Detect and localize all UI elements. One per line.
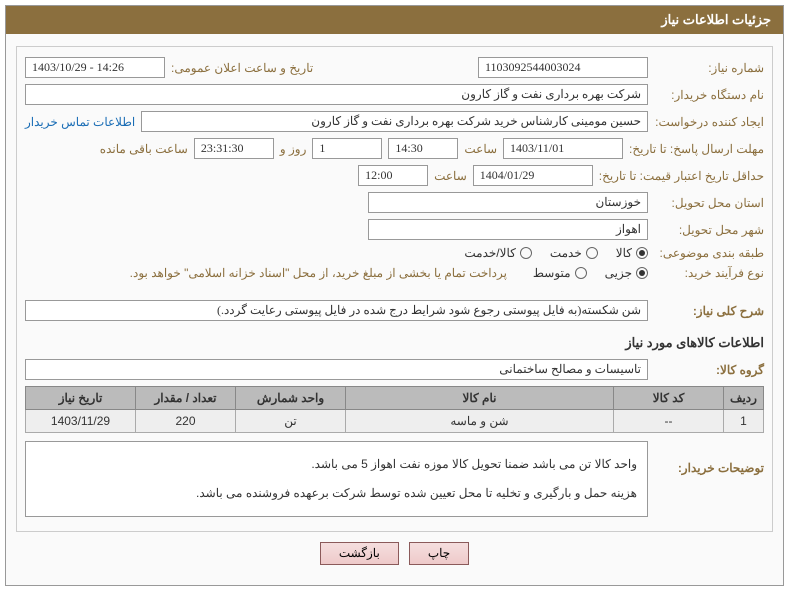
buyer-org-field: شرکت بهره برداری نفت و گاز کارون [25,84,648,105]
hour-label-1: ساعت [464,142,497,156]
radio-medium-label: متوسط [533,266,571,280]
category-label: طبقه بندی موضوعی: [654,246,764,260]
td-unit: تن [236,410,346,433]
buyer-desc-line1: واحد کالا تن می باشد ضمنا تحویل کالا موز… [36,450,637,479]
process-label: نوع فرآیند خرید: [654,266,764,280]
td-name: شن و ماسه [346,410,614,433]
goods-section-title: اطلاعات کالاهای مورد نیاز [25,335,764,351]
summary-field: شن شکسته(به فایل پیوستی رجوع شود شرایط د… [25,300,648,321]
radio-service-label: خدمت [550,246,582,260]
requester-field: حسین مومینی کارشناس خرید شرکت بهره بردار… [141,111,648,132]
validity-date-field: 1404/01/29 [473,165,593,186]
th-code: کد کالا [614,387,724,410]
buyer-org-label: نام دستگاه خریدار: [654,88,764,102]
radio-goods-label: کالا [616,246,632,260]
countdown-field: 23:31:30 [194,138,274,159]
buyer-desc-line2: هزینه حمل و بارگیری و تخلیه تا محل تعیین… [36,479,637,508]
category-radio-group: کالا خدمت کالا/خدمت [464,246,648,260]
td-row: 1 [724,410,764,433]
radio-both-label: کالا/خدمت [464,246,515,260]
th-unit: واحد شمارش [236,387,346,410]
th-date: تاریخ نیاز [26,387,136,410]
radio-goods[interactable] [636,247,648,259]
city-label: شهر محل تحویل: [654,223,764,237]
group-label: گروه کالا: [654,363,764,377]
radio-both[interactable] [520,247,532,259]
panel-header: جزئیات اطلاعات نیاز [6,6,783,34]
days-count-field: 1 [312,138,382,159]
th-qty: تعداد / مقدار [136,387,236,410]
days-and-label: روز و [280,142,307,156]
group-field: تاسیسات و مصالح ساختمانی [25,359,648,380]
announce-field: 1403/10/29 - 14:26 [25,57,165,78]
deadline-date-field: 1403/11/01 [503,138,623,159]
goods-table: ردیف کد کالا نام کالا واحد شمارش تعداد /… [25,386,764,433]
details-box: شماره نیاز: 1103092544003024 تاریخ و ساع… [16,46,773,532]
hour-label-2: ساعت [434,169,467,183]
buyer-contact-link[interactable]: اطلاعات تماس خریدار [25,115,135,129]
validity-hour-field: 12:00 [358,165,428,186]
announce-label: تاریخ و ساعت اعلان عمومی: [171,61,313,75]
radio-medium[interactable] [575,267,587,279]
need-no-label: شماره نیاز: [654,61,764,75]
table-row: 1 -- شن و ماسه تن 220 1403/11/29 [26,410,764,433]
footer-buttons: چاپ بازگشت [16,532,773,573]
buyer-desc-box: واحد کالا تن می باشد ضمنا تحویل کالا موز… [25,441,648,517]
validity-label: حداقل تاریخ اعتبار قیمت: تا تاریخ: [599,169,764,183]
province-field: خوزستان [368,192,648,213]
td-code: -- [614,410,724,433]
process-radio-group: جزیی متوسط [533,266,648,280]
td-qty: 220 [136,410,236,433]
print-button[interactable]: چاپ [409,542,469,565]
province-label: استان محل تحویل: [654,196,764,210]
radio-partial-label: جزیی [605,266,632,280]
th-row: ردیف [724,387,764,410]
requester-label: ایجاد کننده درخواست: [654,115,764,129]
th-name: نام کالا [346,387,614,410]
city-field: اهواز [368,219,648,240]
radio-partial[interactable] [636,267,648,279]
payment-note: پرداخت تمام یا بخشی از مبلغ خرید، از محل… [130,266,507,280]
need-no-field: 1103092544003024 [478,57,648,78]
td-date: 1403/11/29 [26,410,136,433]
deadline-label: مهلت ارسال پاسخ: تا تاریخ: [629,142,764,156]
summary-label: شرح کلی نیاز: [654,304,764,318]
deadline-hour-field: 14:30 [388,138,458,159]
buyer-desc-label: توضیحات خریدار: [654,441,764,475]
back-button[interactable]: بازگشت [320,542,399,565]
remaining-label: ساعت باقی مانده [100,142,188,156]
radio-service[interactable] [586,247,598,259]
